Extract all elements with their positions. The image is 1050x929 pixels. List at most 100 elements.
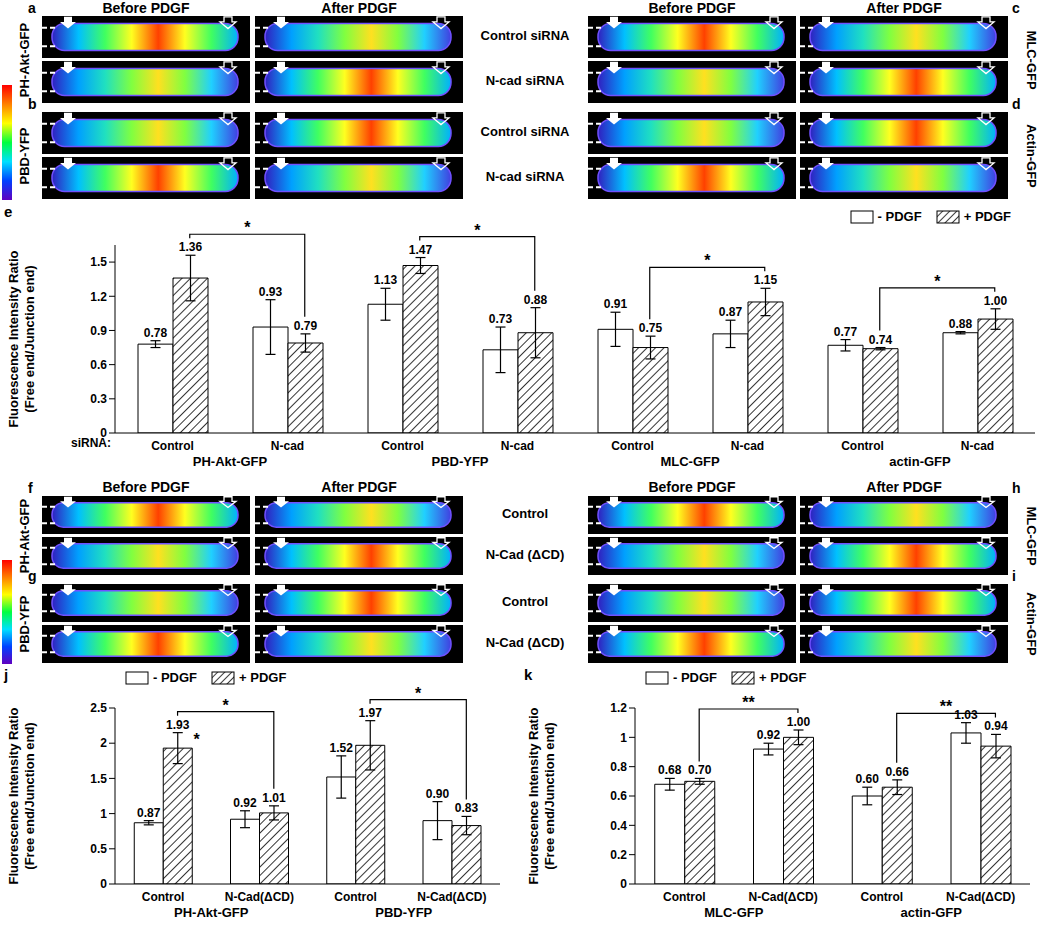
svg-text:1.2: 1.2	[610, 701, 627, 715]
svg-text:0.73: 0.73	[489, 312, 513, 326]
svg-text:1.03: 1.03	[954, 708, 978, 722]
svg-text:0.4: 0.4	[610, 819, 627, 833]
svg-text:N-Cad(ΔCD): N-Cad(ΔCD)	[748, 890, 817, 904]
svg-text:Control: Control	[861, 890, 904, 904]
svg-text:0.90: 0.90	[426, 787, 450, 801]
html-text:Fluorescence Intensity Ratio (: Fluorescence Intensity Ratio (Free end/J…	[6, 707, 37, 885]
svg-text:0.88: 0.88	[949, 317, 973, 331]
html-text:Control siRNA: Control siRNA	[480, 124, 570, 139]
svg-text:0.83: 0.83	[455, 801, 479, 815]
html-text:Fluorescence Intensity Ratio (: Fluorescence Intensity Ratio (Free end/J…	[526, 707, 557, 885]
svg-text:0.6: 0.6	[90, 358, 107, 372]
svg-text:0.60: 0.60	[856, 772, 880, 786]
html-text:Control siRNA: Control siRNA	[480, 28, 570, 43]
svg-text:0.6: 0.6	[610, 789, 627, 803]
svg-text:0.87: 0.87	[137, 806, 161, 820]
html-text:Before PDGF: Before PDGF	[102, 0, 190, 16]
html-text:Before PDGF: Before PDGF	[648, 479, 736, 495]
svg-text:N-Cad(ΔCD): N-Cad(ΔCD)	[946, 890, 1015, 904]
svg-text:0: 0	[620, 877, 627, 891]
html-text:PBD-YFP: PBD-YFP	[431, 454, 489, 469]
html-text:N-cad siRNA: N-cad siRNA	[485, 169, 565, 184]
svg-text:0.87: 0.87	[719, 305, 743, 319]
html-text:After PDGF: After PDGF	[321, 0, 397, 16]
svg-text:1: 1	[620, 731, 627, 745]
svg-text:*: *	[194, 731, 201, 748]
svg-text:Control: Control	[611, 439, 654, 453]
svg-text:0.91: 0.91	[604, 297, 628, 311]
svg-text:N-Cad(ΔCD): N-Cad(ΔCD)	[225, 890, 294, 904]
svg-text:1.36: 1.36	[179, 240, 203, 254]
svg-text:0.92: 0.92	[233, 796, 257, 810]
svg-text:*: *	[244, 219, 251, 236]
svg-text:0.79: 0.79	[294, 319, 318, 333]
svg-text:0.77: 0.77	[834, 325, 858, 339]
html-text:N-cad siRNA: N-cad siRNA	[485, 73, 565, 88]
html-text:After PDGF: After PDGF	[321, 479, 397, 495]
svg-text:0.92: 0.92	[757, 728, 781, 742]
svg-text:1.13: 1.13	[374, 273, 398, 287]
svg-text:N-cad: N-cad	[961, 439, 994, 453]
html-text:- PDGF: - PDGF	[877, 209, 922, 224]
svg-text:1.5: 1.5	[90, 255, 107, 269]
svg-text:0.8: 0.8	[610, 760, 627, 774]
svg-text:Control: Control	[151, 439, 194, 453]
svg-text:0.68: 0.68	[658, 763, 682, 777]
svg-text:**: **	[742, 694, 755, 711]
svg-text:*: *	[474, 222, 481, 239]
html-text:MLC-GFP: MLC-GFP	[660, 454, 720, 469]
html-text:Before PDGF: Before PDGF	[648, 0, 736, 16]
svg-text:1.01: 1.01	[262, 791, 286, 805]
html-text:PH-Akt-GFP: PH-Akt-GFP	[192, 454, 268, 469]
html-text:Actin-GFP: Actin-GFP	[1023, 123, 1038, 188]
svg-text:0.93: 0.93	[259, 285, 283, 299]
svg-text:0.70: 0.70	[688, 763, 712, 777]
svg-text:0.74: 0.74	[869, 333, 893, 347]
html-text:PBD-YFP: PBD-YFP	[16, 127, 31, 184]
svg-text:0.78: 0.78	[144, 326, 168, 340]
svg-text:N-cad: N-cad	[501, 439, 534, 453]
svg-text:2.5: 2.5	[90, 701, 107, 715]
svg-text:*: *	[704, 252, 711, 269]
svg-text:0.66: 0.66	[886, 765, 910, 779]
svg-text:0.75: 0.75	[639, 321, 663, 335]
svg-text:2: 2	[100, 736, 107, 750]
html-text:+ PDGF: + PDGF	[963, 209, 1011, 224]
svg-text:N-Cad(ΔCD): N-Cad(ΔCD)	[417, 890, 486, 904]
svg-text:1.00: 1.00	[984, 294, 1008, 308]
svg-text:*: *	[415, 685, 422, 702]
svg-text:0.2: 0.2	[610, 848, 627, 862]
html-text:Before PDGF: Before PDGF	[102, 479, 190, 495]
html-text:MLC-GFP: MLC-GFP	[1023, 29, 1038, 90]
svg-text:1.47: 1.47	[409, 243, 433, 257]
svg-text:0: 0	[100, 877, 107, 891]
svg-text:Control: Control	[334, 890, 377, 904]
html-text:After PDGF: After PDGF	[866, 0, 942, 16]
svg-text:1.93: 1.93	[166, 718, 190, 732]
svg-text:0.5: 0.5	[90, 842, 107, 856]
svg-text:0.9: 0.9	[90, 324, 107, 338]
svg-text:Control: Control	[663, 890, 706, 904]
svg-text:**: **	[940, 698, 953, 715]
svg-text:1.52: 1.52	[330, 741, 354, 755]
html-text:actin-GFP: actin-GFP	[889, 454, 951, 469]
svg-text:1.00: 1.00	[787, 715, 811, 729]
svg-text:1.2: 1.2	[90, 290, 107, 304]
svg-text:1.15: 1.15	[754, 273, 778, 287]
svg-text:*: *	[934, 273, 941, 290]
svg-text:Control: Control	[142, 890, 185, 904]
html-text:Fluorescence Intensity Ratio (: Fluorescence Intensity Ratio (Free end/J…	[6, 250, 37, 428]
svg-text:Control: Control	[841, 439, 884, 453]
svg-text:0.94: 0.94	[984, 719, 1008, 733]
svg-text:1.5: 1.5	[90, 772, 107, 786]
html-text:PH-Akt-GFP: PH-Akt-GFP	[16, 22, 31, 97]
svg-text:1.97: 1.97	[359, 706, 383, 720]
html-text:After PDGF: After PDGF	[866, 479, 942, 495]
svg-text:Control: Control	[381, 439, 424, 453]
svg-text:0.88: 0.88	[524, 293, 548, 307]
svg-text:N-cad: N-cad	[271, 439, 304, 453]
svg-text:N-cad: N-cad	[731, 439, 764, 453]
svg-text:*: *	[223, 697, 230, 714]
svg-text:0.3: 0.3	[90, 392, 107, 406]
svg-text:1: 1	[100, 807, 107, 821]
